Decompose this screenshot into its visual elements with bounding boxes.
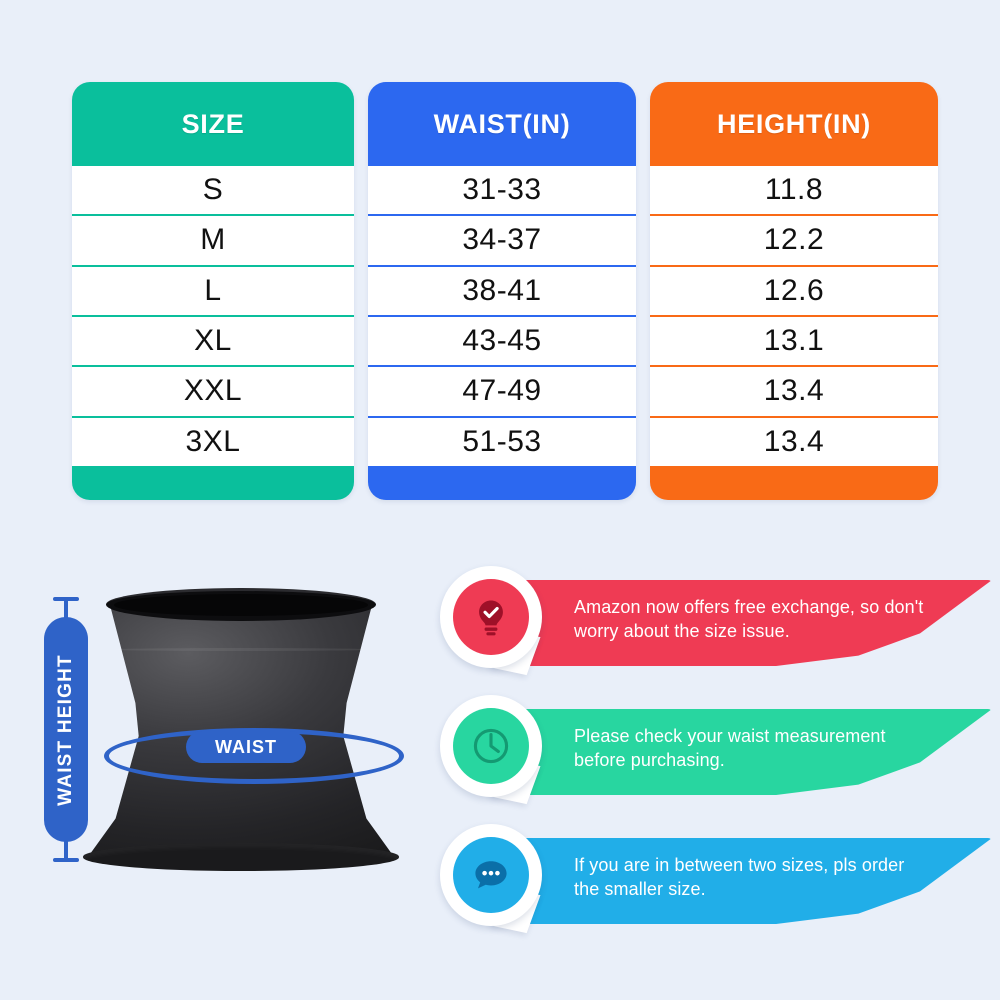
table-cell: 43-45 xyxy=(368,316,636,366)
table-cell: 51-53 xyxy=(368,417,636,466)
waist-measure-ellipse xyxy=(104,728,404,784)
table-cell: S xyxy=(72,166,354,215)
table-cell: 38-41 xyxy=(368,266,636,315)
tip-icon-bubble xyxy=(432,562,550,680)
tip-banner: Amazon now offers free exchange, so don'… xyxy=(432,562,992,680)
bubble-disc xyxy=(453,837,529,913)
table-cell: 11.8 xyxy=(650,166,938,215)
table-cell: 3XL xyxy=(72,417,354,466)
column-body-size: S M L XL XXL 3XL xyxy=(72,166,354,500)
lightbulb-check-icon xyxy=(479,600,503,636)
tips-list: Amazon now offers free exchange, so don'… xyxy=(432,562,992,962)
trainer-seam xyxy=(112,648,370,651)
gauge-cap-bottom-icon xyxy=(53,858,79,862)
waist-trainer-product-image: WAIST xyxy=(76,587,406,871)
table-column-waist: WAIST(IN) 31-33 34-37 38-41 43-45 47-49 … xyxy=(368,82,636,500)
table-cell: 31-33 xyxy=(368,166,636,215)
table-cell: 12.6 xyxy=(650,266,938,315)
waist-height-gauge: WAIST HEIGHT xyxy=(44,597,88,862)
column-header-waist: WAIST(IN) xyxy=(433,108,571,139)
table-cell: 47-49 xyxy=(368,367,636,416)
trainer-top-inner xyxy=(113,594,369,617)
gauge-stem-bottom xyxy=(64,840,68,862)
bubble-disc xyxy=(453,708,529,784)
gauge-stem-top xyxy=(64,597,68,619)
column-header-size: SIZE xyxy=(181,108,245,139)
product-measurement-figure: WAIST HEIGHT WAIST xyxy=(18,575,428,975)
column-body-waist: 31-33 34-37 38-41 43-45 47-49 51-53 xyxy=(368,166,636,500)
waist-badge: WAIST xyxy=(186,731,306,763)
table-cell: L xyxy=(72,266,354,315)
waist-height-pill: WAIST HEIGHT xyxy=(44,617,88,842)
tip-text: Amazon now offers free exchange, so don'… xyxy=(574,597,924,641)
trainer-bottom-rim xyxy=(82,843,400,871)
bubble-disc xyxy=(453,579,529,655)
table-cell: 13.1 xyxy=(650,316,938,366)
tip-banner: Please check your waist measurement befo… xyxy=(432,691,992,809)
column-header-height: HEIGHT(IN) xyxy=(717,108,871,139)
table-cell: XL xyxy=(72,316,354,366)
table-cell: XXL xyxy=(72,367,354,416)
table-cell: 13.4 xyxy=(650,417,938,466)
waist-badge-label: WAIST xyxy=(215,736,277,757)
waist-height-label: WAIST HEIGHT xyxy=(55,653,76,806)
tip-text: Please check your waist measurement befo… xyxy=(574,726,886,770)
chat-bubble-icon xyxy=(475,861,507,889)
table-cell: 34-37 xyxy=(368,216,636,265)
table-column-size: SIZE S M L XL XXL 3XL xyxy=(72,82,354,500)
column-body-height: 11.8 12.2 12.6 13.1 13.4 13.4 xyxy=(650,166,938,500)
tip-icon-bubble xyxy=(432,691,550,809)
table-column-height: HEIGHT(IN) 11.8 12.2 12.6 13.1 13.4 13.4 xyxy=(650,82,938,500)
table-cell: 12.2 xyxy=(650,216,938,265)
size-chart-table: SIZE S M L XL XXL 3XL WAIST(IN) 31-33 34… xyxy=(72,82,942,500)
clock-icon xyxy=(473,728,509,764)
tip-text: If you are in between two sizes, pls ord… xyxy=(574,855,905,899)
tip-banner: If you are in between two sizes, pls ord… xyxy=(432,820,992,938)
tip-icon-bubble xyxy=(432,820,550,938)
table-cell: 13.4 xyxy=(650,367,938,416)
table-cell: M xyxy=(72,216,354,265)
